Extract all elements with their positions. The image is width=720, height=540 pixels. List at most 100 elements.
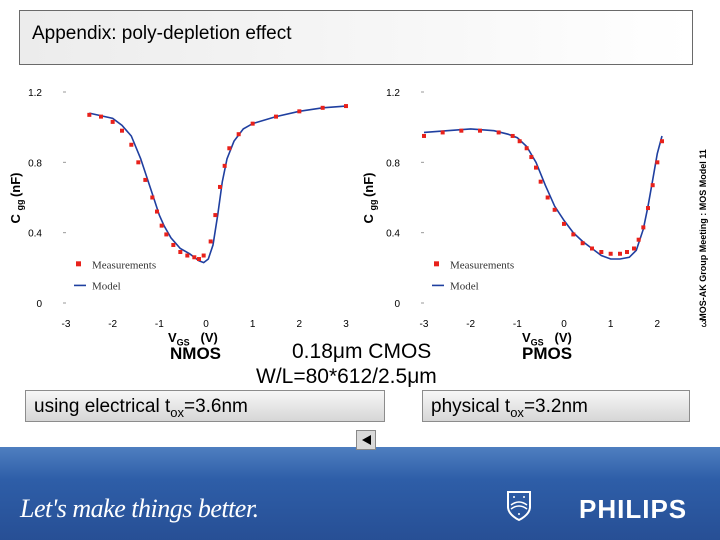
x-tick-label: 0 — [561, 319, 567, 330]
measurement-point — [197, 257, 201, 262]
measurement-point — [632, 246, 636, 251]
y-tick-label: 0.4 — [28, 229, 42, 240]
measurement-point — [99, 114, 103, 119]
caption-left: using electrical tox=3.6nm — [25, 390, 385, 422]
caption-left-prefix: using electrical t — [34, 396, 171, 417]
nmos-label: NMOS — [170, 344, 221, 363]
measurement-point — [201, 253, 206, 258]
x-tick-label: -3 — [62, 319, 71, 330]
measurement-point — [590, 246, 594, 251]
footer-band — [0, 447, 720, 540]
measurement-point — [192, 255, 197, 260]
side-meeting-label: MOS-AK Group Meeting : MOS Model 11 — [698, 149, 708, 321]
measurement-point — [545, 195, 550, 200]
measurement-point — [650, 183, 655, 188]
legend-model-label: Model — [92, 280, 121, 292]
measurement-point — [320, 105, 325, 110]
measurement-point — [636, 237, 641, 242]
x-tick-label: -1 — [513, 319, 522, 330]
y-axis-label: C gg (nF) — [8, 172, 25, 223]
measurement-point — [646, 206, 650, 211]
caption-right: physical tox=3.2nm — [422, 390, 690, 422]
measurement-point — [87, 112, 92, 117]
caption-left-suffix: =3.6nm — [183, 396, 248, 417]
caption-right-suffix: =3.2nm — [523, 396, 588, 417]
slogan-text: Let's make things better. — [20, 494, 259, 523]
measurement-point — [150, 195, 155, 200]
measurement-point — [641, 225, 646, 230]
measurement-point — [222, 163, 227, 168]
caption-left-sub: ox — [170, 404, 184, 420]
x-tick-label: 0 — [203, 319, 209, 330]
caption-right-text: physical tox=3.2nm — [431, 396, 588, 420]
y-tick-label: 1.2 — [386, 88, 400, 99]
measurement-point — [120, 128, 124, 133]
x-tick-label: 3 — [343, 319, 349, 330]
measurement-point — [524, 146, 529, 151]
measurement-point — [478, 128, 482, 133]
legend-measurement-label: Measurements — [450, 259, 514, 271]
measurement-point — [655, 160, 660, 165]
measurement-point — [155, 209, 159, 214]
caption-right-sub: ox — [510, 404, 524, 420]
measurement-point — [562, 221, 566, 226]
measurement-point — [422, 133, 426, 138]
model-series-line — [423, 128, 663, 260]
caption-right-prefix: physical t — [431, 396, 511, 417]
measurement-point — [608, 251, 613, 256]
x-tick-label: 3 — [701, 319, 707, 330]
x-tick-label: 1 — [250, 319, 256, 330]
measurement-point — [510, 133, 515, 138]
legend-model-label: Model — [450, 280, 479, 292]
measurement-point — [625, 250, 629, 255]
slide-title: Appendix: poly-depletion effect — [32, 23, 292, 44]
x-tick-label: 1 — [608, 319, 614, 330]
x-tick-label: -1 — [155, 319, 164, 330]
measurement-point — [227, 146, 232, 151]
nmos-vgs-label: VGS (V) — [168, 330, 218, 348]
measurement-point — [517, 139, 522, 144]
measurement-point — [143, 177, 148, 182]
measurement-point — [552, 207, 557, 212]
x-tick-label: -2 — [466, 319, 475, 330]
model-series-line — [89, 105, 347, 264]
measurement-point — [208, 239, 213, 244]
measurement-point — [178, 250, 183, 255]
measurement-point — [534, 165, 538, 170]
previous-slide-button[interactable] — [356, 430, 376, 450]
y-tick-label: 1.2 — [28, 88, 42, 99]
measurement-point — [236, 132, 241, 137]
nmos-chart-svg: C gg (nF) 0 0.4 0.8 1.2 -3 -2 -1 0 1 2 3 Measurement… — [8, 88, 349, 330]
x-tick-label: 2 — [655, 319, 661, 330]
legend-measurement-marker — [76, 261, 81, 267]
legend-measurement-label: Measurements — [92, 259, 156, 271]
measurement-point — [571, 232, 576, 237]
pmos-label: PMOS — [522, 344, 573, 363]
measurement-point — [618, 251, 622, 256]
x-tick-label: -3 — [420, 319, 429, 330]
y-tick-label: 0 — [394, 299, 400, 310]
measurement-point — [213, 213, 218, 218]
measurement-point — [164, 232, 169, 237]
pmos-chart-svg: C gg (nF) 0 0.4 0.8 1.2 -3 -2 -1 0 1 2 3 Measurement… — [361, 88, 707, 330]
pmos-vgs-label: VGS (V) — [522, 330, 572, 348]
philips-brand: PHILIPS — [579, 494, 688, 524]
measurement-point — [185, 253, 190, 258]
measurement-point — [274, 114, 278, 119]
y-tick-label: 0 — [36, 299, 42, 310]
measurement-point — [110, 119, 115, 124]
y-tick-label: 0.4 — [386, 229, 400, 240]
y-tick-label: 0.8 — [28, 158, 42, 169]
pmos-chart: C gg (nF) 0 0.4 0.8 1.2 -3 -2 -1 0 1 2 3 Measurement… — [358, 78, 718, 340]
caption-left-text: using electrical tox=3.6nm — [34, 396, 248, 420]
measurement-point — [529, 155, 534, 160]
slide-title-box: Appendix: poly-depletion effect — [19, 10, 693, 65]
measurement-point — [459, 128, 464, 133]
measurement-point — [660, 139, 664, 144]
measurement-point — [440, 130, 445, 135]
x-tick-label: -2 — [108, 319, 117, 330]
measurement-point — [538, 179, 543, 184]
measurement-point — [136, 160, 141, 165]
y-tick-label: 0.8 — [386, 158, 400, 169]
measurement-point — [599, 250, 604, 255]
